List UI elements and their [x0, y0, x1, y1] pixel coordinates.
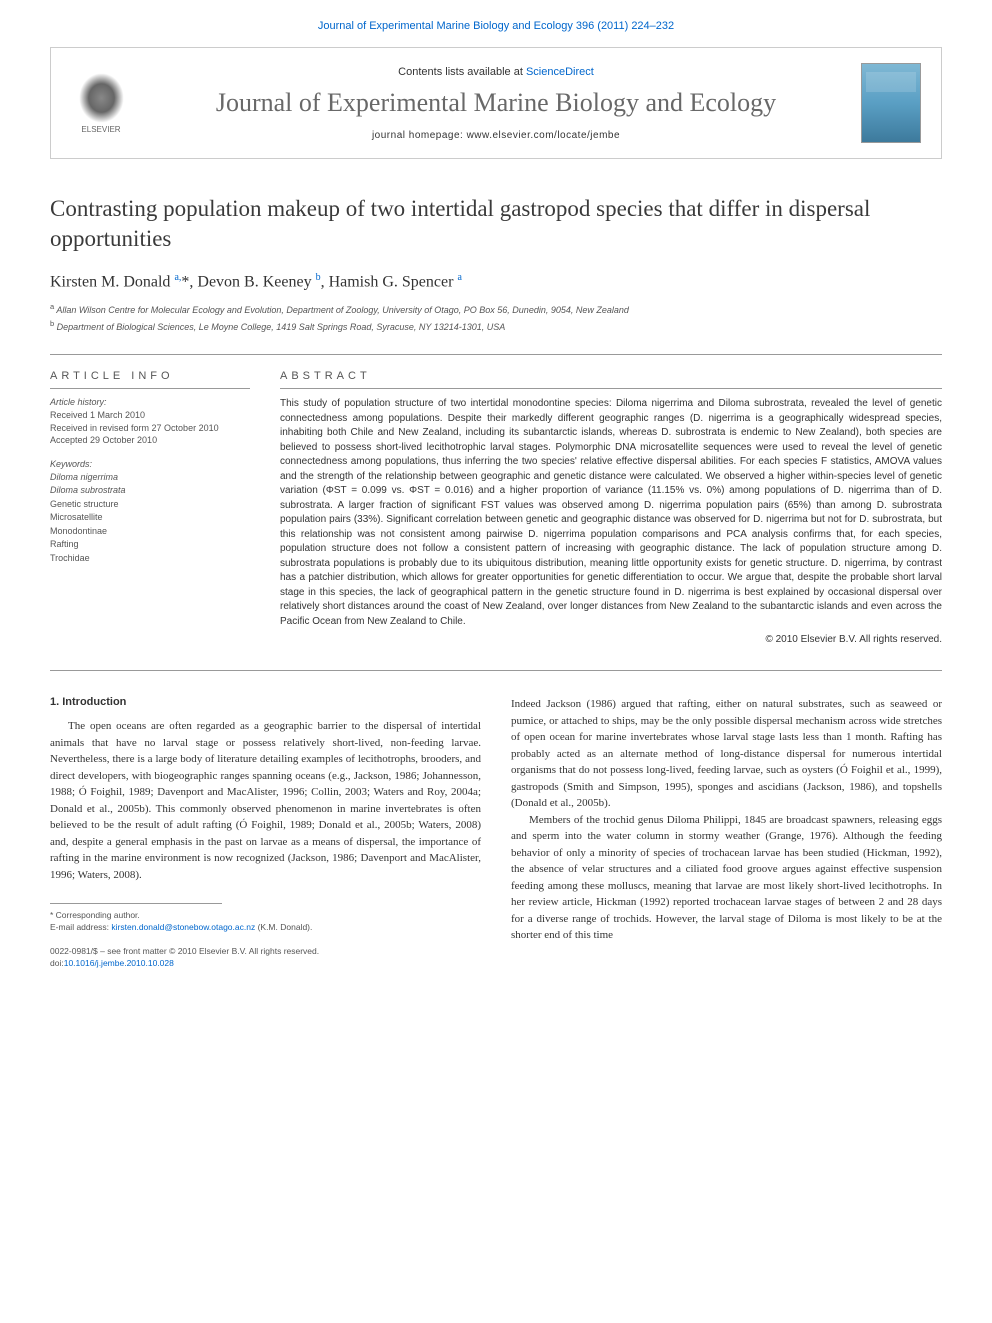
keywords-label: Keywords:: [50, 459, 250, 469]
main-body-columns: 1. Introduction The open oceans are ofte…: [50, 696, 942, 970]
intro-paragraph-1: The open oceans are often regarded as a …: [50, 718, 481, 883]
homepage-prefix: journal homepage:: [372, 130, 467, 141]
divider: [50, 354, 942, 355]
abstract-copyright: © 2010 Elsevier B.V. All rights reserved…: [280, 634, 942, 645]
sciencedirect-link[interactable]: ScienceDirect: [526, 66, 594, 78]
doi-label: doi:: [50, 958, 64, 968]
intro-p2b-text: Members of the trochid genus Diloma Phil…: [511, 812, 942, 944]
issn-line: 0022-0981/$ – see front matter © 2010 El…: [50, 946, 481, 958]
abstract-text: This study of population structure of tw…: [280, 397, 942, 629]
corresponding-author-note: * Corresponding author. E-mail address: …: [50, 910, 481, 934]
contents-line: Contents lists available at ScienceDirec…: [131, 66, 861, 78]
contents-prefix: Contents lists available at: [398, 66, 526, 78]
homepage-url[interactable]: www.elsevier.com/locate/jembe: [467, 130, 620, 141]
abstract-column: ABSTRACT This study of population struct…: [280, 370, 942, 645]
article-info-heading: ARTICLE INFO: [50, 370, 250, 389]
journal-header: ELSEVIER Contents lists available at Sci…: [50, 47, 942, 159]
left-column: 1. Introduction The open oceans are ofte…: [50, 696, 481, 970]
corr-author-label: * Corresponding author.: [50, 910, 481, 922]
journal-citation-link[interactable]: Journal of Experimental Marine Biology a…: [50, 20, 942, 32]
homepage-line: journal homepage: www.elsevier.com/locat…: [131, 130, 861, 141]
authors-line: Kirsten M. Donald a,*, Devon B. Keeney b…: [50, 272, 942, 291]
info-abstract-row: ARTICLE INFO Article history: Received 1…: [50, 370, 942, 645]
divider: [50, 670, 942, 671]
email-label: E-mail address:: [50, 922, 111, 932]
right-column: Indeed Jackson (1986) argued that raftin…: [511, 696, 942, 970]
keywords-list: Diloma nigerrimaDiloma subrostrataGeneti…: [50, 471, 250, 566]
header-center: Contents lists available at ScienceDirec…: [131, 66, 861, 141]
article-history-label: Article history:: [50, 397, 250, 407]
introduction-heading: 1. Introduction: [50, 696, 481, 708]
doi-link[interactable]: 10.1016/j.jembe.2010.10.028: [64, 958, 174, 968]
elsevier-tree-icon: [79, 73, 124, 123]
abstract-heading: ABSTRACT: [280, 370, 942, 389]
intro-paragraph-2: Indeed Jackson (1986) argued that raftin…: [511, 696, 942, 944]
email-link[interactable]: kirsten.donald@stonebow.otago.ac.nz: [111, 922, 255, 932]
intro-p1-text: The open oceans are often regarded as a …: [50, 718, 481, 883]
article-info-column: ARTICLE INFO Article history: Received 1…: [50, 370, 250, 645]
elsevier-logo: ELSEVIER: [71, 68, 131, 138]
article-history: Received 1 March 2010Received in revised…: [50, 409, 250, 447]
email-suffix: (K.M. Donald).: [255, 922, 312, 932]
journal-cover-thumbnail: [861, 63, 921, 143]
article-title: Contrasting population makeup of two int…: [50, 194, 942, 254]
affiliations: a Allan Wilson Centre for Molecular Ecol…: [50, 301, 942, 334]
footnote-divider: [50, 903, 222, 904]
journal-name: Journal of Experimental Marine Biology a…: [131, 88, 861, 118]
publisher-name: ELSEVIER: [81, 125, 120, 134]
bottom-meta: 0022-0981/$ – see front matter © 2010 El…: [50, 946, 481, 970]
intro-p2a-text: Indeed Jackson (1986) argued that raftin…: [511, 698, 942, 809]
